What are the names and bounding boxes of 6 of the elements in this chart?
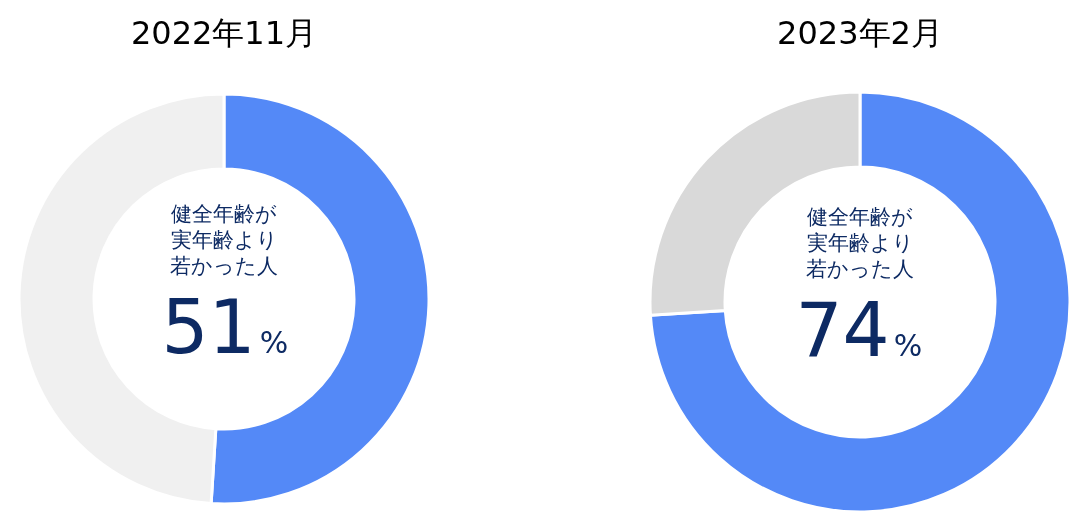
data-label: 51% bbox=[161, 284, 289, 370]
data-label: 74% bbox=[795, 287, 923, 373]
text: 健全年齢が実年齢より若かった人 bbox=[806, 205, 914, 281]
chart-title: 2023年2月 bbox=[777, 14, 943, 52]
text: 健全年齢が実年齢より若かった人 bbox=[170, 202, 278, 278]
chart-title: 2022年11月 bbox=[130, 14, 318, 52]
